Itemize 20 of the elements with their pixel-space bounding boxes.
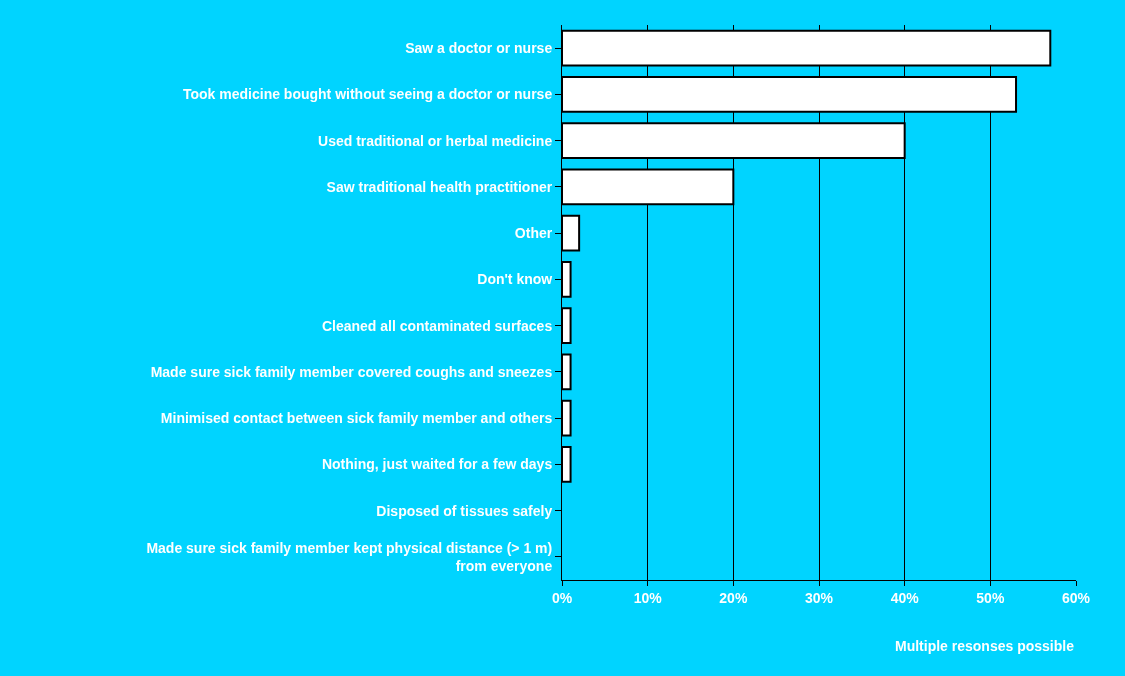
y-tick-label: Don't know xyxy=(477,271,553,288)
y-tick-label: Made sure sick family member kept physical distance (> 1 m) from everyone xyxy=(146,539,553,574)
y-tick-label: Cleaned all contaminated surfaces xyxy=(321,317,553,334)
text: Multiple resonses possible xyxy=(895,638,1075,654)
x-tick-label: 0% xyxy=(551,589,573,606)
x-tick-label: 40% xyxy=(890,589,920,606)
y-tick-label: Other xyxy=(514,225,553,242)
y-tick-label: Used traditional or herbal medicine xyxy=(318,132,553,149)
x-tick-label: 20% xyxy=(719,589,748,606)
x-tick-label: 30% xyxy=(804,589,834,606)
y-tick-label: Made sure sick family member covered coughs and sneezes xyxy=(150,363,553,380)
y-tick-label: Saw a doctor or nurse xyxy=(405,40,553,57)
y-tick-label: Saw traditional health practitioner xyxy=(326,178,553,195)
x-tick-label: 50% xyxy=(976,589,1005,606)
x-tick-label: 10% xyxy=(633,589,663,606)
x-tick-label: 60% xyxy=(1061,589,1091,606)
y-tick-label: Disposed of tissues safely xyxy=(376,502,553,519)
y-tick-label: Nothing, just waited for a few days xyxy=(321,456,553,473)
y-tick-label: Minimised contact between sick family member and others xyxy=(160,410,553,427)
y-tick-label: Took medicine bought without seeing a doctor or nurse xyxy=(183,86,553,103)
